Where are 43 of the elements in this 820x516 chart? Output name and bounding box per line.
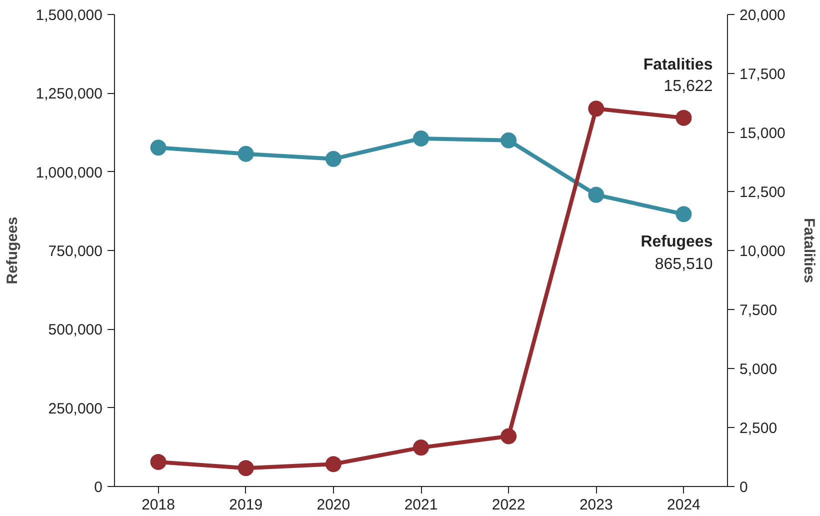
y2-tick-label: 2,500 <box>740 420 778 437</box>
y2-axis-title: Fatalities <box>800 218 818 284</box>
y2-tick-label: 17,500 <box>740 66 786 83</box>
y2-tick-label: 15,000 <box>740 125 786 142</box>
y2-tick-label: 20,000 <box>740 7 786 24</box>
point <box>676 206 692 222</box>
y2-tick-label: 7,500 <box>740 302 778 319</box>
point <box>325 150 342 167</box>
point <box>500 428 517 444</box>
x-tick-label: 2021 <box>404 496 438 514</box>
point <box>238 460 254 476</box>
point <box>500 132 517 148</box>
x-tick-label: 2024 <box>667 496 700 514</box>
x-tick-label: 2020 <box>316 496 350 514</box>
y-tick-label: 750,000 <box>48 243 103 260</box>
point <box>413 440 429 456</box>
point <box>413 130 429 146</box>
text: Fatalities <box>643 56 713 74</box>
y2-tick-label: 0 <box>740 479 748 496</box>
point <box>325 456 342 472</box>
y-tick-label: 1,000,000 <box>36 164 103 182</box>
point <box>588 100 604 117</box>
y-tick-label: 1,250,000 <box>36 86 103 103</box>
y2-tick-label: 10,000 <box>740 243 786 260</box>
y2-tick-label: 12,500 <box>740 184 786 201</box>
point <box>676 110 692 126</box>
y-tick-label: 1,500,000 <box>36 7 103 24</box>
x-tick-label: 2023 <box>579 496 613 514</box>
point <box>588 186 604 203</box>
point <box>150 454 166 470</box>
x-tick-label: 2018 <box>142 496 175 514</box>
x-tick-label: 2019 <box>229 496 263 514</box>
data-label: 15,622 <box>664 78 713 95</box>
point <box>150 140 166 156</box>
point <box>238 146 254 162</box>
series-label: Refugees <box>640 234 713 251</box>
data-label: 865,510 <box>654 256 713 274</box>
y-tick-label: 0 <box>94 479 102 496</box>
y-axis-title: Refugees <box>4 216 21 284</box>
y2-tick-label: 5,000 <box>740 361 778 378</box>
y-tick-label: 500,000 <box>48 322 103 339</box>
x-tick-label: 2022 <box>492 496 526 514</box>
y-tick-label: 250,000 <box>48 400 103 418</box>
